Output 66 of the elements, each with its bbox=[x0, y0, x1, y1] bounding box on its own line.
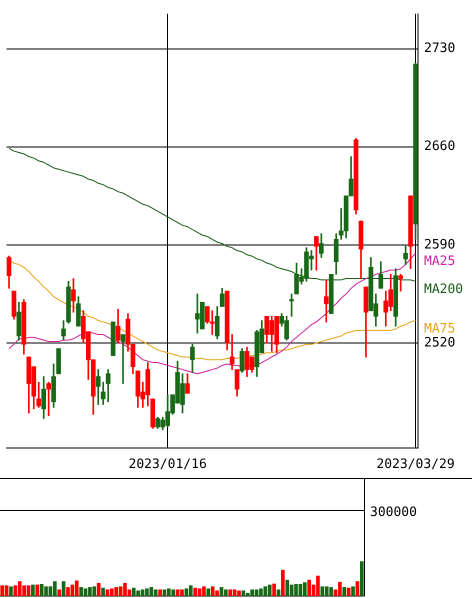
bar bbox=[302, 582, 307, 596]
bar bbox=[206, 588, 210, 596]
bar bbox=[351, 586, 355, 596]
bar bbox=[188, 585, 193, 596]
text: 300000 bbox=[370, 504, 417, 520]
bar bbox=[4, 585, 8, 596]
bar bbox=[220, 587, 224, 596]
bar bbox=[101, 588, 105, 596]
bar bbox=[123, 582, 127, 596]
bar bbox=[92, 586, 96, 596]
bar bbox=[184, 588, 188, 596]
bar bbox=[285, 580, 290, 596]
bar bbox=[154, 589, 158, 596]
bar bbox=[162, 589, 166, 596]
bar bbox=[14, 585, 18, 596]
x-tick-label: 2023/01/16 bbox=[128, 457, 207, 472]
bar bbox=[96, 582, 101, 596]
bar bbox=[210, 586, 215, 596]
bar bbox=[66, 587, 70, 596]
bar bbox=[31, 584, 35, 596]
bar bbox=[242, 590, 246, 596]
bar bbox=[106, 589, 110, 596]
series-label: MA200 bbox=[424, 282, 464, 298]
bar bbox=[158, 589, 162, 596]
y-tick-label: 2590 bbox=[424, 237, 456, 252]
bar bbox=[228, 589, 232, 596]
bar bbox=[268, 584, 272, 596]
bar bbox=[18, 581, 22, 596]
bar bbox=[180, 589, 184, 596]
bar bbox=[356, 581, 360, 596]
bar bbox=[272, 584, 276, 596]
candlestick bbox=[110, 322, 116, 356]
bar bbox=[84, 588, 88, 596]
bar bbox=[215, 590, 219, 596]
bar bbox=[114, 587, 118, 596]
bar bbox=[263, 586, 268, 596]
bar bbox=[346, 588, 350, 596]
bar bbox=[149, 587, 154, 596]
bar bbox=[9, 586, 13, 596]
bar bbox=[360, 561, 364, 596]
series-label: MA75 bbox=[424, 321, 456, 336]
bar bbox=[246, 592, 250, 596]
bar bbox=[342, 587, 346, 596]
bar bbox=[320, 586, 324, 596]
y-tick-label: 2660 bbox=[424, 139, 456, 154]
bar bbox=[324, 586, 329, 596]
series-label: MA25 bbox=[424, 254, 456, 270]
y-tick-label: 2520 bbox=[424, 335, 456, 350]
bar bbox=[35, 584, 40, 596]
bar bbox=[74, 580, 79, 596]
bar bbox=[171, 589, 176, 596]
bar bbox=[276, 589, 280, 596]
bar bbox=[237, 590, 241, 596]
bar bbox=[281, 570, 285, 596]
y-tick-label: 2730 bbox=[424, 41, 456, 56]
bar bbox=[329, 587, 333, 596]
bar bbox=[307, 580, 312, 596]
x-tick-label: 2023/03/29 bbox=[376, 457, 455, 472]
bar bbox=[57, 589, 62, 596]
bar bbox=[0, 585, 4, 596]
bar bbox=[62, 581, 66, 596]
bar bbox=[52, 581, 57, 596]
bar bbox=[140, 589, 144, 596]
bar bbox=[26, 585, 30, 596]
bar bbox=[132, 588, 136, 596]
bar bbox=[294, 584, 298, 596]
